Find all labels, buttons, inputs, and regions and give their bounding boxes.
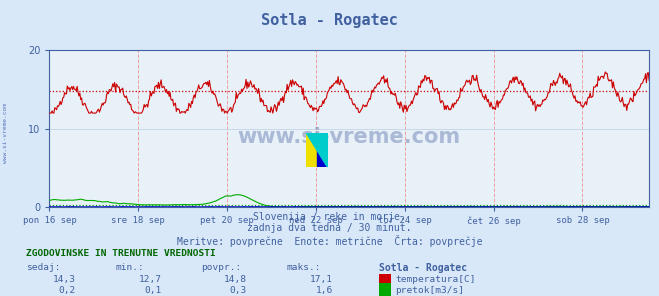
Bar [306,133,317,167]
Text: 14,3: 14,3 [53,275,76,284]
Text: 0,1: 0,1 [144,286,161,295]
Text: 1,6: 1,6 [316,286,333,295]
Text: Slovenija / reke in morje.: Slovenija / reke in morje. [253,212,406,222]
Text: Meritve: povprečne  Enote: metrične  Črta: povprečje: Meritve: povprečne Enote: metrične Črta:… [177,235,482,247]
Text: 14,8: 14,8 [224,275,247,284]
Text: sedaj:: sedaj: [26,263,61,272]
Bar [317,133,328,167]
Text: 0,3: 0,3 [230,286,247,295]
Text: zadnja dva tedna / 30 minut.: zadnja dva tedna / 30 minut. [247,223,412,234]
Text: www.si-vreme.com: www.si-vreme.com [3,103,8,163]
Text: temperatura[C]: temperatura[C] [395,275,476,284]
Text: maks.:: maks.: [287,263,321,272]
Polygon shape [306,133,328,167]
Text: ZGODOVINSKE IN TRENUTNE VREDNOSTI: ZGODOVINSKE IN TRENUTNE VREDNOSTI [26,249,216,258]
Text: Sotla - Rogatec: Sotla - Rogatec [261,13,398,28]
Text: min.:: min.: [115,263,144,272]
Text: pretok[m3/s]: pretok[m3/s] [395,286,465,295]
Text: Sotla - Rogatec: Sotla - Rogatec [379,263,467,273]
Text: 12,7: 12,7 [138,275,161,284]
Text: 0,2: 0,2 [59,286,76,295]
Text: www.si-vreme.com: www.si-vreme.com [238,127,461,147]
Text: 17,1: 17,1 [310,275,333,284]
Text: povpr.:: povpr.: [201,263,241,272]
